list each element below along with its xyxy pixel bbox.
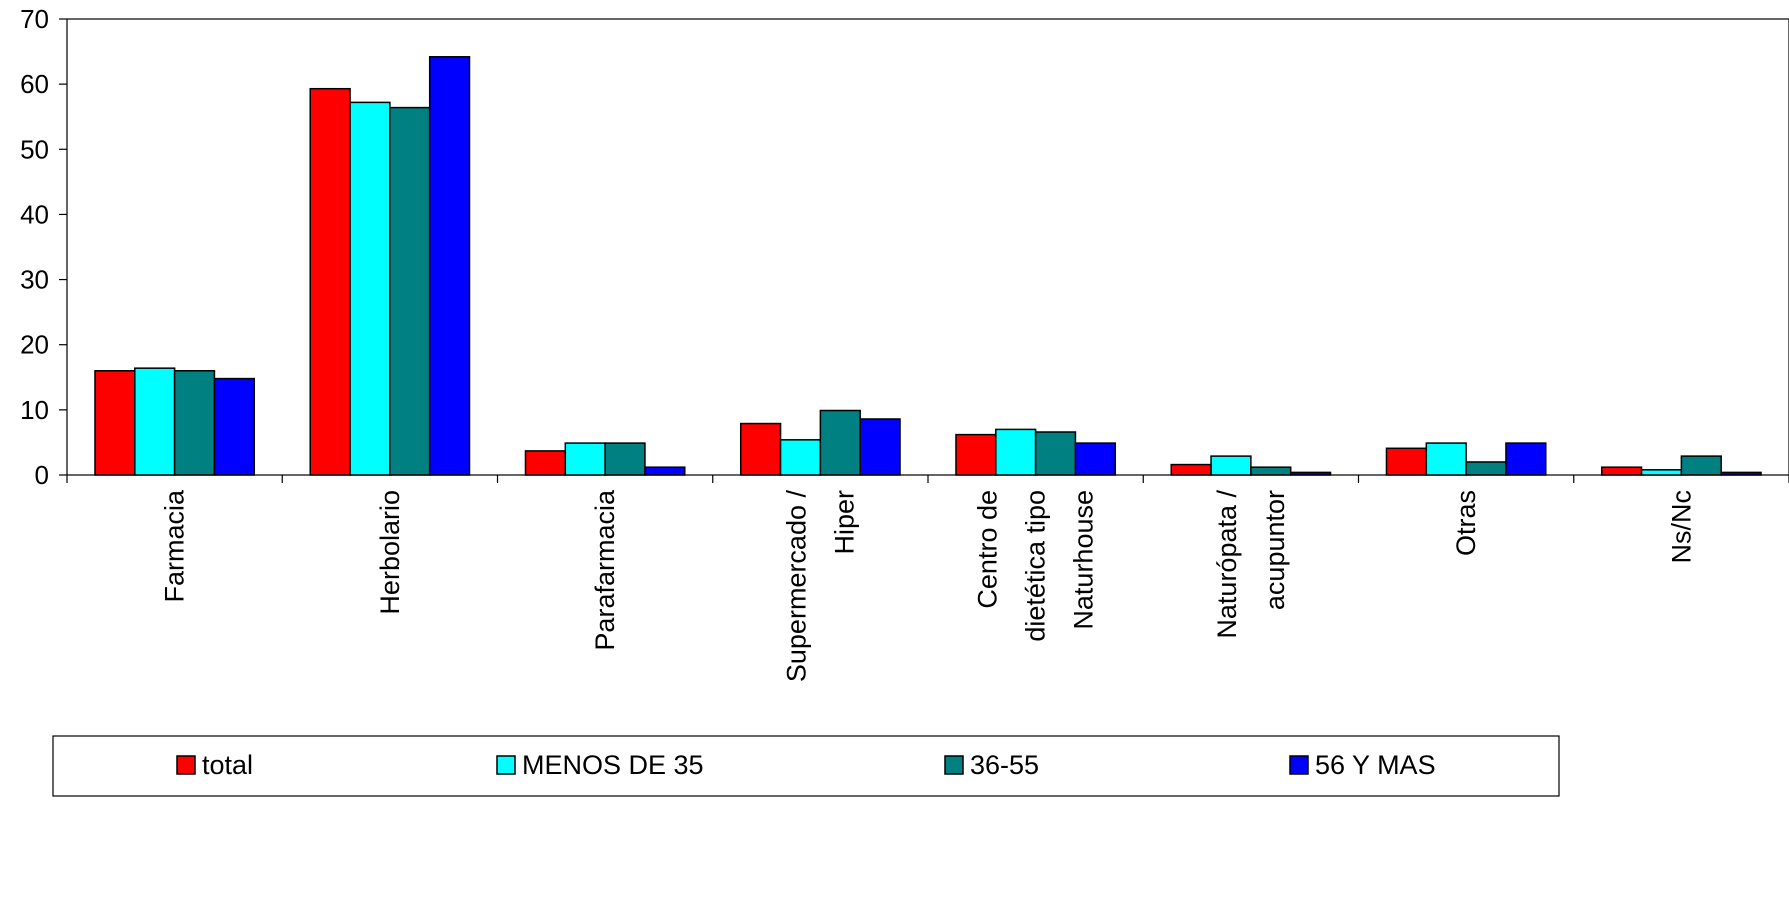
bar-total-4 [955, 433, 997, 476]
y-tick-label: 50 [20, 134, 49, 164]
bar-56-y-mas-3 [859, 418, 901, 476]
bar-total-5 [1170, 463, 1212, 476]
bars [94, 56, 1762, 476]
bar-total-2 [524, 450, 567, 476]
y-tick-label: 40 [20, 199, 49, 229]
bar-total-7 [1600, 466, 1643, 476]
y-tick-label: 70 [20, 4, 49, 34]
bar-total-3 [739, 422, 782, 476]
bar-menos-de-35-5 [1210, 455, 1252, 476]
y-tick-label: 10 [20, 395, 49, 425]
x-axis [66, 475, 1789, 483]
legend-label: 56 Y MAS [1315, 750, 1436, 780]
bar-56-y-mas-1 [428, 56, 471, 476]
bar-36-55-0 [173, 370, 216, 476]
bar-56-y-mas-6 [1505, 442, 1547, 476]
category-label: Hiper [829, 490, 859, 555]
bar-36-55-1 [389, 106, 431, 476]
legend-label: MENOS DE 35 [522, 750, 704, 780]
bar-56-y-mas-4 [1074, 442, 1117, 476]
bar-total-0 [94, 370, 136, 476]
bar-menos-de-35-2 [564, 442, 606, 476]
bar-menos-de-35-7 [1640, 469, 1683, 476]
bar-36-55-6 [1465, 461, 1507, 476]
category-label: Naturópata / [1212, 490, 1242, 639]
bar-menos-de-35-0 [134, 367, 176, 476]
bar-36-55-2 [604, 442, 646, 476]
bar-36-55-7 [1680, 455, 1722, 476]
legend-label: 36-55 [970, 750, 1039, 780]
category-label: Herbolario [375, 490, 405, 615]
bar-36-55-5 [1250, 466, 1292, 476]
y-tick-label: 0 [35, 460, 49, 490]
bar-total-1 [309, 87, 351, 476]
bar-56-y-mas-0 [213, 377, 256, 476]
bar-56-y-mas-7 [1720, 471, 1762, 476]
category-label: Naturhouse [1069, 490, 1099, 630]
legend-label: total [202, 750, 253, 780]
category-label: Supermercado / [781, 490, 811, 683]
bar-36-55-4 [1034, 431, 1077, 476]
category-labels: Farmacia Herbolario Parafarmacia Supermerca… [160, 489, 1697, 682]
category-label: Farmacia [160, 489, 190, 603]
legend-swatch [1289, 755, 1309, 775]
legend-swatch [176, 755, 196, 775]
bar-menos-de-35-4 [995, 428, 1037, 476]
category-label: dietética tipo [1021, 490, 1051, 642]
y-tick-label: 20 [20, 330, 49, 360]
category-label: acupuntor [1260, 490, 1290, 610]
legend-swatch [944, 755, 964, 775]
y-tick-label: 60 [20, 69, 49, 99]
bar-menos-de-35-6 [1425, 442, 1467, 476]
category-label: Ns/Nc [1666, 490, 1696, 564]
legend-swatch [496, 755, 516, 775]
category-label: Centro de [973, 490, 1003, 609]
bar-menos-de-35-3 [779, 439, 822, 476]
category-label: Parafarmacia [590, 489, 620, 651]
bar-56-y-mas-2 [644, 466, 686, 476]
bar-menos-de-35-1 [349, 101, 391, 476]
bar-56-y-mas-5 [1289, 471, 1332, 476]
bar-total-6 [1385, 447, 1428, 476]
y-tick-label: 30 [20, 265, 49, 295]
bar-36-55-3 [819, 409, 861, 476]
legend: total MENOS DE 35 36-55 56 Y MAS [52, 735, 1560, 797]
y-axis: 0 10 20 30 40 50 60 70 [20, 4, 67, 490]
category-label: Otras [1451, 490, 1481, 556]
